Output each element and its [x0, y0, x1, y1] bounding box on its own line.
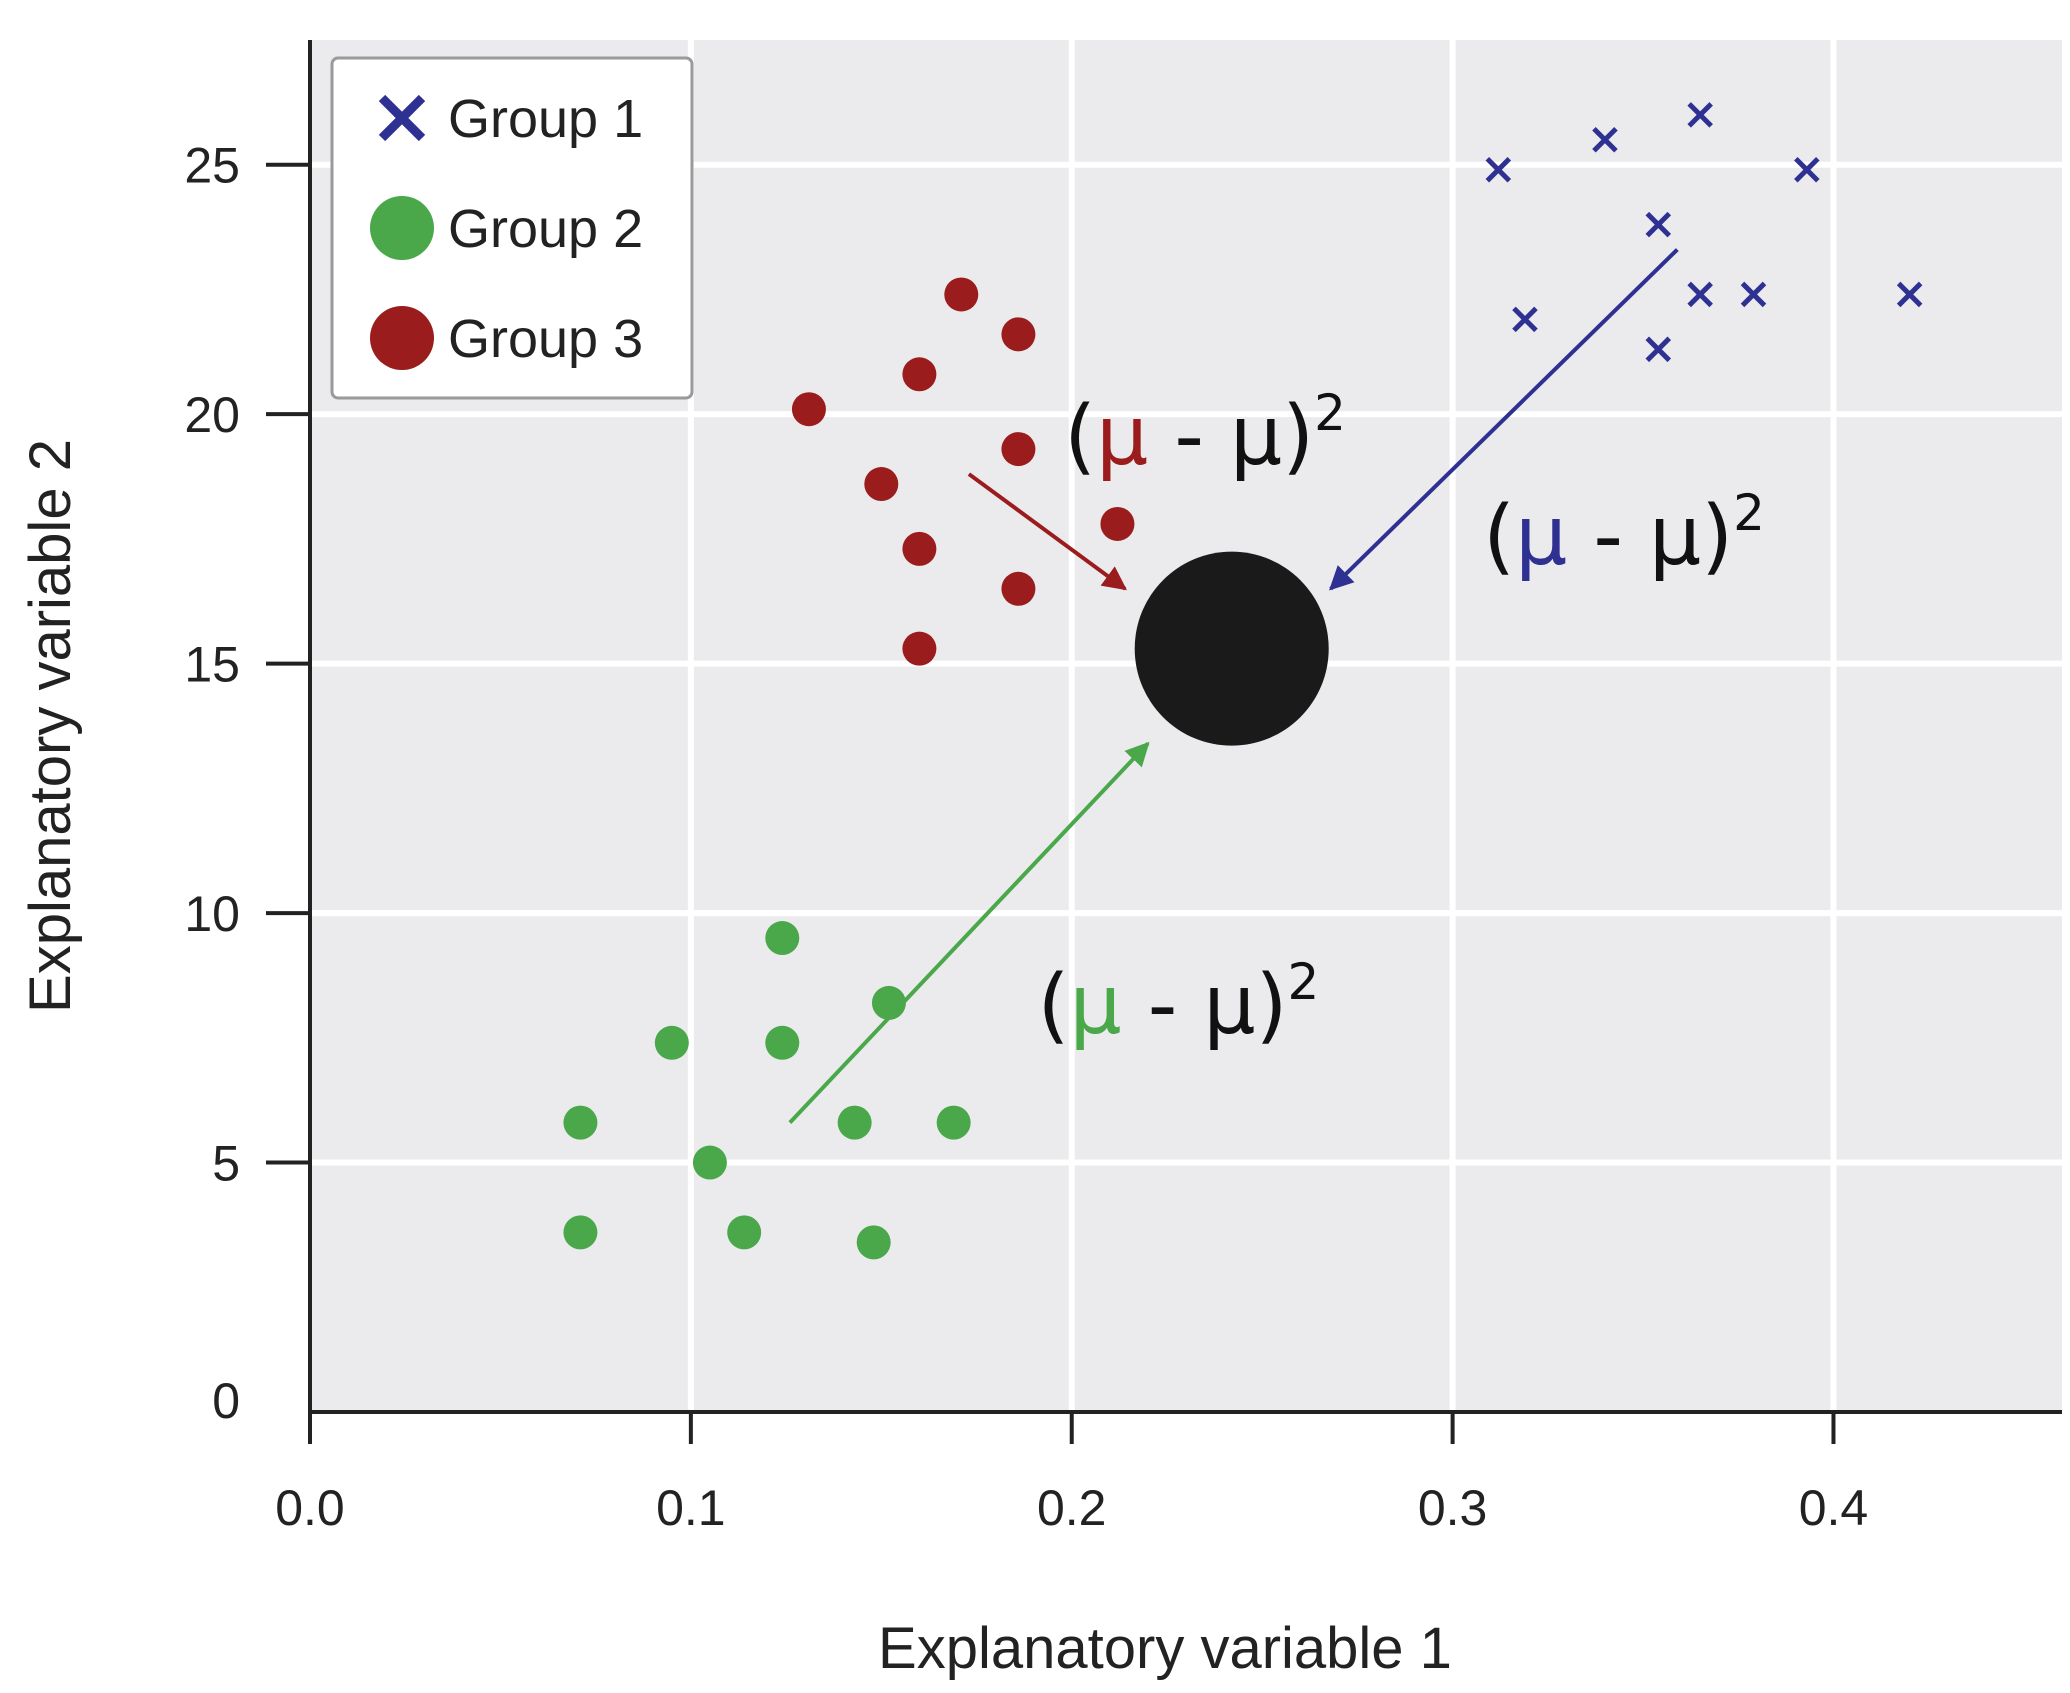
x-axis-title: Explanatory variable 1 — [878, 1616, 1452, 1681]
group-3-point — [791, 392, 826, 427]
group-1-point — [1687, 281, 1713, 308]
group-3-point — [1001, 317, 1036, 352]
x-marker-stroke — [1896, 281, 1923, 308]
sum-of-squares-label: (μ - μ)2 — [1064, 384, 1346, 484]
group-mean-arrow — [967, 472, 1127, 591]
x-tick-label: 0.2 — [1037, 1480, 1107, 1536]
anno-group-mean-symbol: μ — [1069, 958, 1121, 1053]
group-3-point — [1100, 506, 1135, 541]
group-3-point — [902, 531, 937, 566]
group-1-point — [1896, 281, 1923, 308]
anno-open-paren: ( — [1483, 489, 1515, 584]
legend-circle-icon — [370, 196, 434, 260]
legend-label: Group 3 — [448, 309, 643, 369]
legend-x-icon — [378, 94, 426, 142]
group-1-point — [1512, 306, 1538, 333]
legend-circle-icon — [370, 306, 434, 370]
group-3-point — [902, 631, 937, 666]
anno-superscript: 2 — [1733, 484, 1765, 542]
group-2-point — [692, 1145, 727, 1180]
group-1-point — [1794, 156, 1820, 183]
group-3-point — [944, 277, 979, 312]
anno-open-paren: ( — [1037, 958, 1069, 1053]
group-2-point — [727, 1215, 762, 1250]
x-marker-stroke — [1645, 336, 1672, 363]
x-marker-stroke — [1687, 102, 1713, 128]
legend-item: Group 1 — [378, 89, 643, 149]
x-marker-stroke — [1687, 281, 1713, 308]
x-marker-stroke — [1645, 211, 1672, 238]
anno-superscript: 2 — [1288, 953, 1320, 1011]
anno-group-mean-symbol: μ — [1515, 489, 1567, 584]
group-2-point — [654, 1025, 689, 1060]
y-axis-title: Explanatory variable 2 — [18, 439, 83, 1013]
x-marker-stroke — [1794, 156, 1820, 183]
anno-open-paren: ( — [1064, 389, 1096, 484]
group-3-point — [1001, 571, 1036, 606]
group-3-point — [902, 357, 937, 392]
y-tick-label: 0 — [212, 1373, 240, 1429]
anno-grand-mean-part: - μ) — [1148, 389, 1314, 484]
group-1-point — [1740, 281, 1767, 308]
group-1-point — [1592, 127, 1618, 153]
y-tick-label: 15 — [184, 637, 240, 693]
legend-item: Group 3 — [370, 306, 643, 370]
sum-of-squares-label: (μ - μ)2 — [1037, 953, 1319, 1053]
legend-item: Group 2 — [370, 196, 643, 260]
group-3-point — [1001, 432, 1036, 467]
x-tick-label: 0.3 — [1418, 1480, 1488, 1536]
x-tick-label: 0.4 — [1799, 1480, 1869, 1536]
y-tick-label: 5 — [212, 1136, 240, 1192]
anno-superscript: 2 — [1314, 384, 1346, 442]
group-1-point — [1645, 336, 1672, 363]
x-marker-stroke — [1592, 127, 1618, 153]
group-1-point — [1485, 156, 1512, 183]
group-2-point — [936, 1105, 971, 1140]
anno-grand-mean-part: - μ) — [1567, 489, 1733, 584]
x-marker-stroke — [1485, 156, 1512, 183]
group-2-point — [563, 1215, 598, 1250]
y-tick-label: 10 — [184, 886, 240, 942]
legend-label: Group 2 — [448, 199, 643, 259]
anno-grand-mean-part: - μ) — [1122, 958, 1288, 1053]
anno-group-mean-symbol: μ — [1096, 389, 1148, 484]
y-tick-label: 20 — [184, 387, 240, 443]
legend-label: Group 1 — [448, 89, 643, 149]
x-tick-label: 0.1 — [656, 1480, 726, 1536]
group-1-point — [1687, 102, 1713, 128]
x-marker-stroke — [1740, 281, 1767, 308]
legend-box — [330, 56, 694, 400]
sum-of-squares-label: (μ - μ)2 — [1483, 484, 1765, 584]
group-mean-arrow — [1329, 248, 1679, 591]
group-3-point — [864, 467, 899, 502]
group-2-point — [563, 1105, 598, 1140]
group-2-point — [856, 1225, 891, 1260]
group-2-point — [765, 1025, 800, 1060]
y-tick-label: 25 — [184, 138, 240, 194]
group-1-point — [1645, 211, 1672, 238]
overall-mean-point — [1134, 551, 1329, 746]
group-2-point — [765, 921, 800, 956]
x-marker-stroke — [1512, 306, 1538, 333]
group-mean-arrow — [788, 741, 1150, 1125]
group-2-point — [837, 1105, 872, 1140]
x-tick-label: 0.0 — [275, 1480, 345, 1536]
